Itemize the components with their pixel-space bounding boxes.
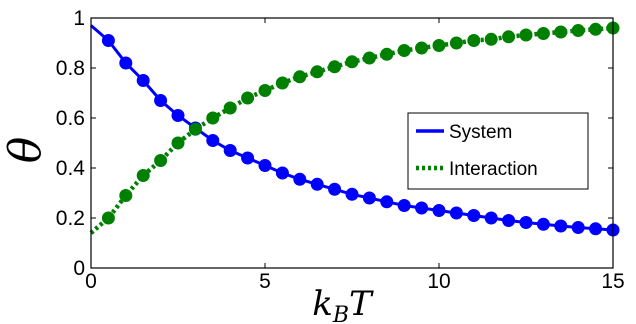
data-point-interaction: [188, 122, 202, 136]
legend-box: [407, 112, 589, 190]
data-point-interaction: [554, 25, 568, 39]
x-tick-label: 0: [85, 270, 97, 293]
data-point-interaction: [154, 154, 168, 167]
data-point-system: [467, 209, 481, 222]
data-point-interaction: [397, 44, 411, 57]
data-point-system: [223, 144, 237, 157]
data-point-interaction: [502, 30, 516, 44]
data-point-interaction: [536, 27, 550, 40]
data-point-system: [241, 151, 255, 165]
x-tick-label: 10: [427, 270, 450, 293]
data-point-interaction: [380, 47, 394, 61]
data-point-system: [502, 214, 516, 227]
data-point-system: [362, 191, 376, 205]
data-point-interaction: [589, 22, 603, 36]
data-point-system: [293, 172, 307, 186]
data-point-system: [449, 206, 463, 220]
data-point-interaction: [258, 84, 272, 97]
data-point-system: [380, 195, 394, 209]
data-point-interaction: [362, 51, 376, 65]
ticks-layer: 0 5 10 15 0 0.2 0.4 0.6 0.8 1: [56, 7, 625, 293]
data-point-interaction: [136, 169, 150, 182]
data-point-interaction: [432, 39, 446, 52]
data-point-interaction: [101, 211, 115, 225]
data-point-system: [571, 221, 585, 234]
data-point-system: [154, 94, 168, 107]
data-point-system: [484, 211, 498, 225]
data-point-interaction: [519, 28, 533, 42]
data-point-interaction: [415, 41, 429, 55]
data-point-system: [101, 34, 115, 47]
plot-frame: [90, 17, 614, 269]
data-point-interaction: [171, 136, 185, 150]
data-point-interaction: [223, 101, 237, 115]
data-point-system: [310, 177, 324, 191]
x-tick-label: 15: [601, 270, 624, 293]
data-point-system: [119, 56, 133, 70]
legend: System Interaction: [407, 112, 589, 190]
data-point-interaction: [467, 34, 481, 47]
series-layer: [89, 21, 620, 237]
data-point-interaction: [293, 70, 307, 84]
data-point-system: [432, 204, 446, 217]
legend-label-interaction: Interaction: [449, 159, 538, 180]
data-point-system: [415, 201, 429, 215]
x-axis-title-subscript: B: [332, 303, 349, 324]
data-point-interaction: [241, 91, 255, 105]
y-tick-label: 0.2: [56, 207, 85, 230]
data-point-system: [258, 159, 272, 172]
data-point-system: [519, 216, 533, 229]
data-point-system: [397, 199, 411, 212]
x-axis-title-suffix: T: [349, 284, 374, 324]
data-point-interaction: [119, 189, 133, 202]
data-point-system: [275, 166, 289, 180]
data-point-interaction: [328, 60, 342, 74]
y-tick-label: 0.8: [56, 57, 85, 80]
data-point-interaction: [206, 111, 220, 125]
data-point-system: [136, 74, 150, 87]
data-point-system: [589, 222, 603, 236]
x-tick-label: 5: [259, 270, 271, 293]
data-point-system: [345, 187, 359, 201]
x-axis-title: kBT: [312, 284, 374, 324]
y-tick-label: 1: [73, 7, 85, 30]
data-point-system: [536, 217, 550, 231]
data-point-system: [206, 134, 220, 147]
data-point-system: [328, 182, 342, 196]
data-point-interaction: [345, 55, 359, 69]
series-interaction: [89, 21, 620, 235]
y-tick-label: 0.4: [56, 157, 86, 180]
data-point-interaction: [310, 65, 324, 79]
y-axis-title: θ: [0, 137, 51, 164]
data-point-system: [554, 219, 568, 233]
y-tick-label: 0.6: [56, 107, 85, 130]
data-point-interaction: [449, 36, 463, 50]
x-axis-title-main: k: [312, 284, 333, 324]
legend-label-system: System: [449, 122, 512, 143]
data-point-system: [171, 109, 185, 122]
data-point-interaction: [275, 76, 289, 90]
data-point-interaction: [484, 32, 498, 46]
data-point-interaction: [571, 24, 585, 37]
y-tick-label: 0: [73, 257, 85, 280]
